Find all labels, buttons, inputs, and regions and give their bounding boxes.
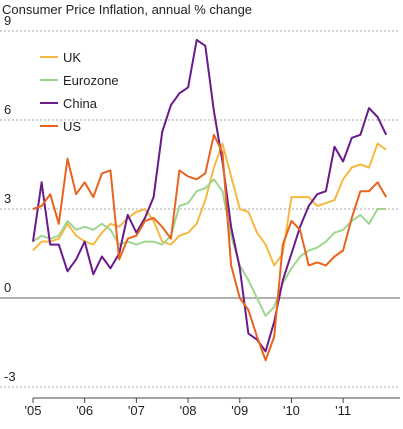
legend-label: China [63,96,98,111]
x-tick-label: '05 [25,403,42,418]
series-line [32,38,388,353]
x-tick-label: '10 [283,403,300,418]
y-tick-label: 0 [4,280,11,295]
legend-label: UK [63,50,81,65]
x-tick-label: '11 [335,403,351,418]
x-tick-label: '09 [231,403,248,418]
series-line [32,133,388,362]
x-tick-label: '08 [180,403,197,418]
y-tick-label: 6 [4,102,11,117]
legend-label: Eurozone [63,73,119,88]
x-tick-label: '07 [128,403,145,418]
x-tick-label: '06 [76,403,93,418]
y-tick-label: 3 [4,191,11,206]
series-line [32,178,387,317]
chart-title: Consumer Price Inflation, annual % chang… [2,2,252,17]
y-tick-label: -3 [4,369,16,384]
legend-label: US [63,119,81,134]
y-tick-label: 9 [4,13,11,28]
